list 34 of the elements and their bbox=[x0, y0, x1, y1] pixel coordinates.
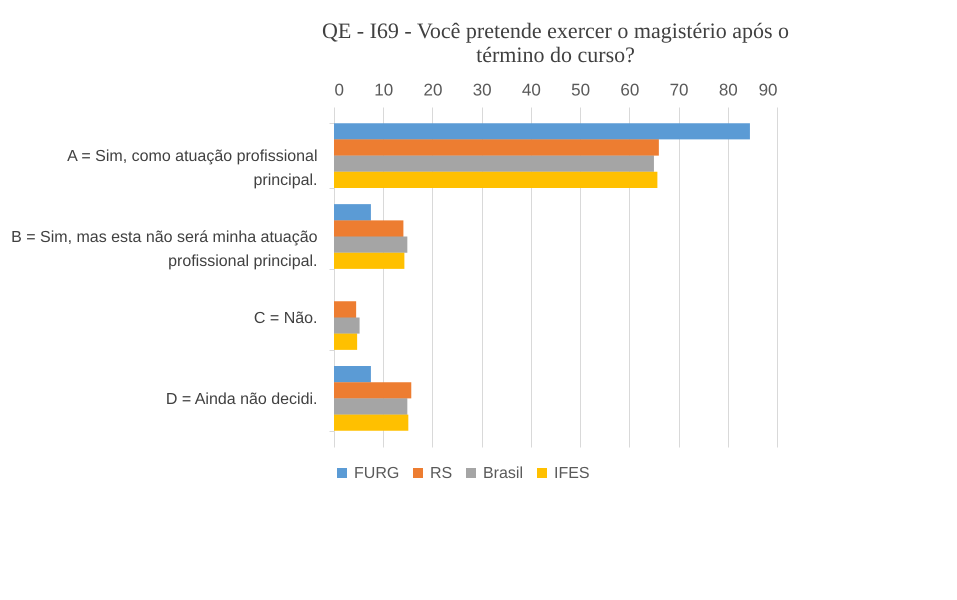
x-tick-label: 70 bbox=[670, 80, 689, 100]
bar bbox=[334, 172, 658, 188]
x-tick-label: 30 bbox=[472, 80, 492, 100]
legend-label: RS bbox=[430, 465, 452, 482]
y-tick-label: D = Ainda não decidi. bbox=[166, 390, 318, 408]
bar bbox=[334, 301, 356, 318]
legend-label: FURG bbox=[354, 465, 400, 482]
legend-label: Brasil bbox=[483, 465, 524, 482]
x-tick-label: 20 bbox=[423, 80, 442, 100]
x-tick-label: 80 bbox=[718, 80, 738, 100]
bar bbox=[334, 252, 404, 269]
chart-title: QE - I69 - Você pretende exercer o magistério após o término do curso? bbox=[322, 18, 790, 67]
bar bbox=[334, 220, 404, 237]
x-tick-label: 10 bbox=[374, 80, 394, 100]
x-tick-label: 60 bbox=[620, 80, 640, 100]
bar bbox=[334, 139, 659, 156]
x-tick-label: 0 bbox=[334, 80, 344, 100]
bar bbox=[334, 204, 371, 220]
bar bbox=[334, 398, 408, 415]
bar bbox=[334, 236, 408, 253]
y-tick-label: A = Sim, como atuação profissional principal. bbox=[67, 148, 318, 190]
bar bbox=[334, 414, 408, 431]
bar bbox=[334, 156, 654, 172]
bar bbox=[334, 334, 358, 350]
bar bbox=[334, 317, 360, 334]
bar bbox=[334, 123, 750, 140]
legend-label: IFES bbox=[554, 465, 590, 482]
y-tick-label: C = Não. bbox=[254, 310, 318, 327]
y-tick-label: B = Sim, mas esta não será minha atuação profissional principal. bbox=[11, 229, 318, 270]
x-tick-label: 50 bbox=[571, 80, 590, 100]
x-tick-label: 40 bbox=[522, 80, 541, 100]
x-tick-label: 90 bbox=[758, 80, 778, 100]
bar bbox=[334, 366, 371, 382]
bar bbox=[334, 382, 412, 398]
